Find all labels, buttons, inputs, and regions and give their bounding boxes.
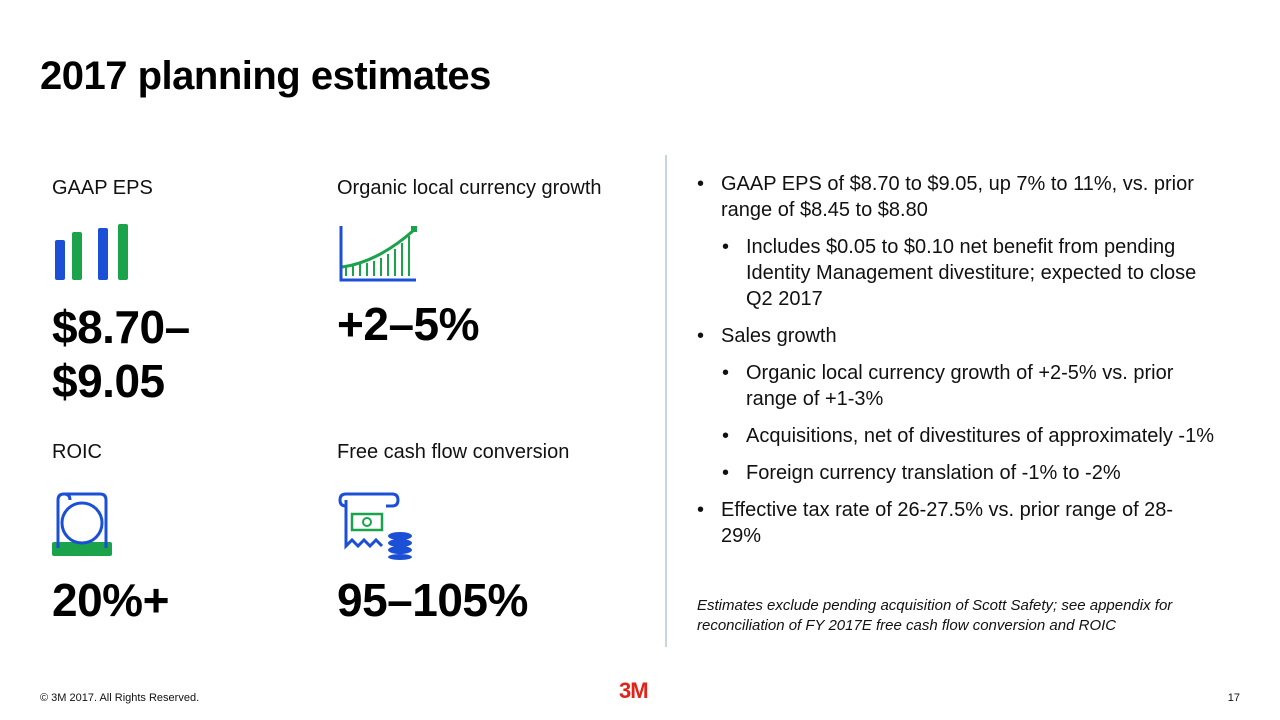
cash-flow-icon [338,492,412,560]
footnote: Estimates exclude pending acquisition of… [697,597,1173,634]
return-on-capital-icon [52,492,112,556]
column-divider [665,155,667,647]
3m-logo: 3M [619,679,649,701]
free-cash-flow-value: 95–105% [337,574,528,626]
bullet-gaap-eps: GAAP EPS of $8.70 to $9.05, up 7% to 11%… [696,171,1216,223]
gaap-eps-value-line1: $8.70– [52,301,190,353]
sub-bullet-acquisitions: Acquisitions, net of divestitures of app… [721,423,1216,449]
roic-value: 20%+ [52,574,169,626]
page-title: 2017 planning estimates [40,54,491,98]
bar-chart-icon [55,224,128,280]
3m-logo-text: 3M [619,679,648,701]
bullet-sales-growth: Sales growth [696,323,1216,349]
roic-label: ROIC [52,441,102,463]
free-cash-flow-label: Free cash flow conversion [337,441,570,463]
page-number: 17 [1227,692,1240,704]
organic-growth-label: Organic local currency growth [337,177,602,199]
sub-bullet-organic-growth: Organic local currency growth of +2-5% v… [721,360,1216,412]
copyright-text: © 3M 2017. All Rights Reserved. [40,692,200,704]
organic-growth-value: +2–5% [337,298,480,350]
bullet-tax-rate: Effective tax rate of 26-27.5% vs. prior… [696,497,1216,549]
gaap-eps-label: GAAP EPS [52,177,153,199]
sub-bullet-foreign-currency: Foreign currency translation of -1% to -… [721,460,1216,486]
growth-chart-icon [339,226,417,282]
gaap-eps-value-line2: $9.05 [52,355,165,407]
bullet-list: GAAP EPS of $8.70 to $9.05, up 7% to 11%… [696,171,1216,560]
sub-bullet-identity-management: Includes $0.05 to $0.10 net benefit from… [721,234,1216,312]
